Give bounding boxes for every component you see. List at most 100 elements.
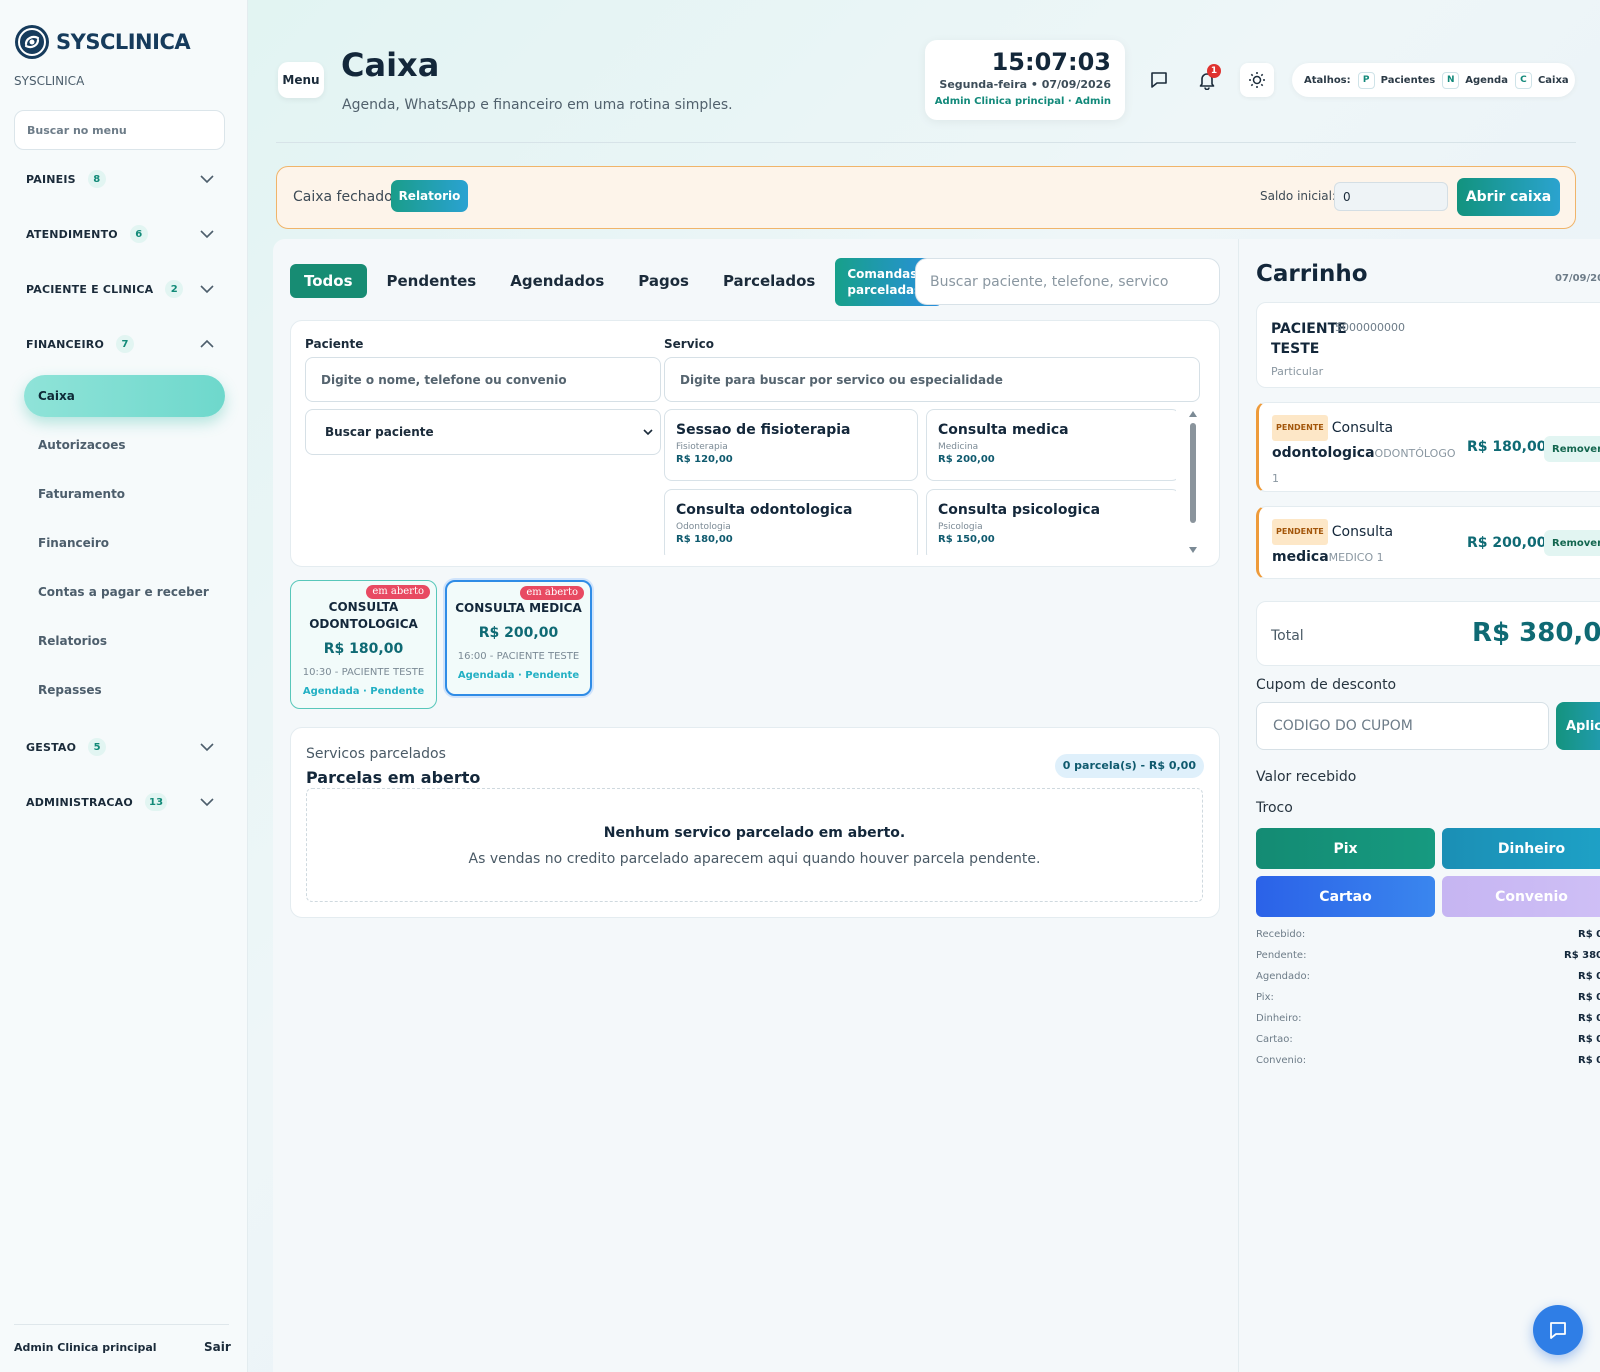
cart-patient-card: PACIENTE TESTE 5000000000 Particular [1256,302,1600,388]
nav-group-count: 5 [88,738,107,756]
apply-coupon-button[interactable]: Aplicar [1556,702,1600,750]
appointment-value: R$ 180,00 [323,641,404,657]
remove-item-button[interactable]: Remover [1544,436,1600,462]
nav-group-gestao[interactable]: GESTAO 5 [26,735,221,759]
notification-badge: 1 [1207,64,1221,78]
nav-group-count: 8 [87,170,106,188]
patient-label: Paciente [305,337,364,351]
sidebar-item-caixa[interactable]: Caixa [24,375,225,417]
cart-date: 07/09/2026 [1555,273,1600,284]
pay-insurance-button[interactable]: Convenio [1442,876,1600,917]
open-cash-button[interactable]: Abrir caixa [1457,178,1560,216]
sidebar-search-input[interactable] [14,110,225,150]
coupon-input[interactable] [1256,702,1549,750]
nav-group-atendimento[interactable]: ATENDIMENTO 6 [26,222,221,246]
tab-pagos[interactable]: Pagos [624,264,703,298]
patient-select-value: Buscar paciente [325,425,434,439]
nav-group-paineis[interactable]: PAINEIS 8 [26,167,221,191]
appointment-title: CONSULTA MEDICA [455,601,582,615]
summary-row: Agendado: R$ 0,00 [1256,971,1600,992]
nav-group-label: GESTAO [26,740,77,754]
service-price: R$ 200,00 [938,454,995,465]
chevron-down-icon [643,429,653,436]
shortcut-key: N [1442,71,1460,89]
nav-group-financeiro[interactable]: FINANCEIRO 7 [26,332,221,356]
sun-icon [1249,72,1265,88]
sidebar-item-autorizacoes[interactable]: Autorizacoes [38,438,126,452]
service-label: Servico [664,337,714,351]
logout-button[interactable]: Sair [204,1340,231,1354]
service-card[interactable]: Consulta psicologica Psicologia R$ 150,0… [926,489,1176,555]
tab-agendados[interactable]: Agendados [496,264,618,298]
chat-fab-button[interactable] [1533,1305,1583,1355]
received-label: Valor recebido [1256,769,1357,785]
sidebar-item-financeiro[interactable]: Financeiro [38,536,110,550]
summary-value: R$ 380,00 [1564,950,1600,961]
patient-search-input[interactable] [305,357,661,402]
shortcut-key: C [1514,71,1532,89]
status-badge: em aberto [520,586,584,600]
remove-item-button[interactable]: Remover [1544,530,1600,556]
service-card[interactable]: Consulta medica Medicina R$ 200,00 [926,409,1176,481]
appointment-status: Agendada · Pendente [302,686,425,697]
sidebar-item-contas[interactable]: Contas a pagar e receber [38,585,209,599]
appointment-card-selected[interactable]: em aberto CONSULTA MEDICA R$ 200,00 16:0… [445,580,592,696]
nav-group-paciente-clinica[interactable]: PACIENTE E CLINICA 2 [26,277,221,301]
nav-group-label: ATENDIMENTO [26,227,118,241]
coupon-label: Cupom de desconto [1256,677,1397,693]
sidebar-item-faturamento[interactable]: Faturamento [38,487,126,501]
appointment-card[interactable]: em aberto CONSULTA ODONTOLOGICA R$ 180,0… [290,580,437,709]
sidebar-item-repasses[interactable]: Repasses [38,683,102,697]
page-title: Caixa [341,46,440,84]
nav-group-administracao[interactable]: ADMINISTRACAO 13 [26,790,221,814]
chevron-down-icon [200,285,214,294]
patient-name: TESTE [1271,341,1320,357]
service-search-input[interactable] [664,357,1200,402]
patient-phone: 5000000000 [1335,321,1405,334]
messages-button[interactable] [1142,63,1176,97]
cart-item: PENDENTE Consulta medicaMEDICO 1 R$ 200,0… [1256,506,1600,579]
change-label: Troco [1256,800,1293,816]
shortcut-agenda[interactable]: Agenda [1465,74,1508,86]
service-card[interactable]: Sessao de fisioterapia Fisioterapia R$ 1… [664,409,918,481]
brand[interactable]: SYSCLINICA [14,24,191,60]
service-category: Fisioterapia [676,442,728,452]
cart-title: Carrinho [1256,261,1368,287]
shortcut-caixa[interactable]: Caixa [1537,74,1569,86]
report-button[interactable]: Relatorio [391,180,468,212]
tab-pendentes[interactable]: Pendentes [373,264,491,298]
summary-value: R$ 0,00 [1578,929,1600,940]
menu-button[interactable]: Menu [278,62,324,98]
saldo-input[interactable] [1334,182,1448,211]
sidebar-item-relatorios[interactable]: Relatorios [38,634,107,648]
item-name: medica [1272,549,1329,565]
service-card[interactable]: Consulta odontologica Odontologia R$ 180… [664,489,918,555]
item-qty: 1 [1272,472,1279,485]
empty-title: Nenhum servico parcelado em aberto. [603,825,906,841]
notifications-button[interactable]: 1 [1190,63,1224,97]
pay-pix-button[interactable]: Pix [1256,828,1435,869]
pay-card-button[interactable]: Cartao [1256,876,1435,917]
shortcut-key: P [1357,71,1375,89]
installments-empty-state: Nenhum servico parcelado em aberto. As v… [306,788,1203,902]
patient-select[interactable]: Buscar paciente [305,409,661,455]
brand-name: SYSCLINICA [56,30,191,54]
theme-toggle-button[interactable] [1240,63,1274,97]
filter-tabs: Todos Pendentes Agendados Pagos Parcelad… [290,258,943,306]
shortcut-pacientes[interactable]: Pacientes [1380,74,1436,86]
pay-cash-button[interactable]: Dinheiro [1442,828,1600,869]
sidebar-divider [14,1324,229,1325]
service-scrollbar[interactable] [1186,409,1200,555]
nav-group-count: 2 [165,280,184,298]
summary-value: R$ 0,00 [1578,992,1600,1003]
nav-group-label: ADMINISTRACAO [26,795,133,809]
sidebar-user: Admin Clinica principal [14,1341,157,1354]
main-search-input[interactable] [915,258,1220,305]
installments-title: Parcelas em aberto [306,768,481,787]
summary-row: Convenio: R$ 0,00 [1256,1055,1600,1076]
item-professional: MEDICO 1 [1328,551,1384,564]
service-category: Medicina [938,442,979,452]
nav-group-label: FINANCEIRO [26,337,105,351]
tab-todos[interactable]: Todos [290,264,367,298]
tab-parcelados[interactable]: Parcelados [709,264,829,298]
